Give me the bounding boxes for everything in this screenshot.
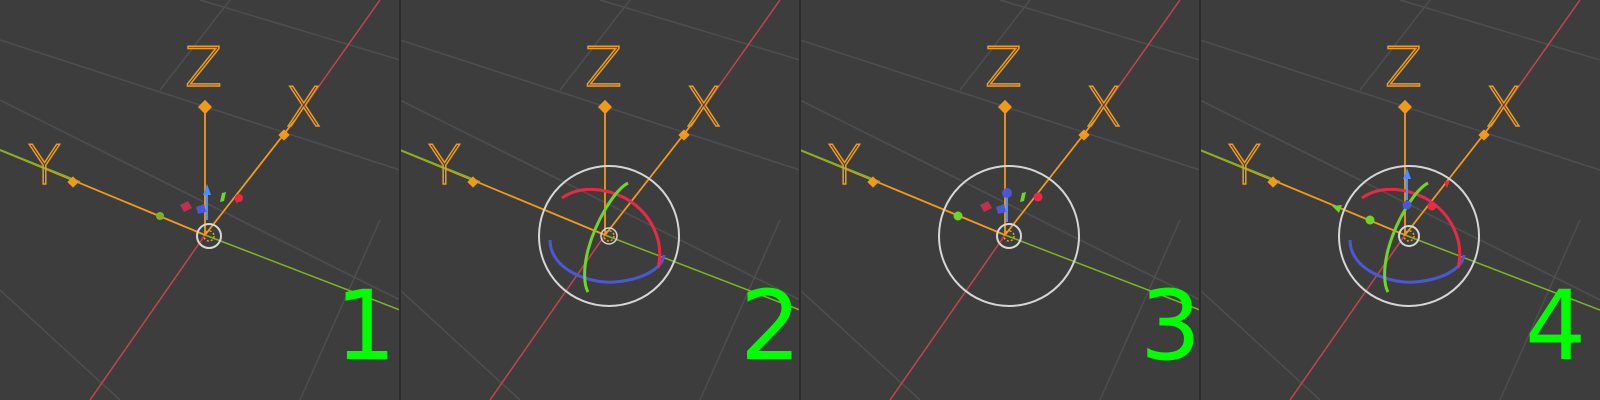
panel-divider xyxy=(399,0,401,400)
y-axis-highlight-green xyxy=(1200,149,1281,183)
axis-label-y: Y xyxy=(428,134,461,197)
axis-label-y: Y xyxy=(28,134,61,197)
translate-gizmo[interactable] xyxy=(156,184,243,249)
x-axis-highlight xyxy=(604,119,696,236)
panel-number-1: 1 xyxy=(335,270,397,382)
scale-z-handle[interactable] xyxy=(1002,188,1012,198)
combined-view-ring[interactable] xyxy=(1338,165,1480,307)
axis-label-z: Z xyxy=(985,36,1022,99)
x-axis-line-far xyxy=(1094,0,1181,121)
x-axis-line xyxy=(889,234,1006,400)
viewport-panel-2[interactable]: Z X Y 2 xyxy=(400,0,800,400)
y-axis-line xyxy=(604,234,800,311)
x-axis-line xyxy=(89,234,206,400)
rotate-z-arc[interactable] xyxy=(548,239,666,284)
translate-z-arrow-head[interactable] xyxy=(1403,168,1411,179)
x-axis-line-far xyxy=(294,0,381,121)
translate-y-dot[interactable] xyxy=(156,212,164,220)
x-axis-handle[interactable] xyxy=(678,129,690,141)
gizmo-center-ring[interactable] xyxy=(1398,225,1420,247)
rotate-gizmo[interactable] xyxy=(538,165,680,307)
x-axis-line xyxy=(1289,234,1406,400)
panel-number-2: 2 xyxy=(740,270,800,382)
viewport-panel-4[interactable]: Z X Y 4 xyxy=(1200,0,1600,400)
scale-x-handle[interactable] xyxy=(1033,192,1043,202)
rotate-x-arc[interactable] xyxy=(561,187,662,269)
y-axis-line xyxy=(1004,234,1200,311)
scale-yz-plane-handle[interactable] xyxy=(996,204,1006,214)
panel-divider xyxy=(799,0,801,400)
x-axis-highlight xyxy=(1404,119,1496,236)
x-axis-line-far xyxy=(694,0,781,121)
rotate-x-arc[interactable] xyxy=(1361,187,1462,269)
rotate-y-arc[interactable] xyxy=(583,181,629,293)
scale-xz-plane-handle[interactable] xyxy=(1020,192,1026,202)
translate-y-arrow-head[interactable] xyxy=(1332,205,1342,213)
gizmo-center-dot xyxy=(1003,230,1015,242)
viewport-1-scene: Z X Y xyxy=(0,0,400,400)
translate-yz-plane-handle[interactable] xyxy=(196,204,206,214)
gizmo-center-ring[interactable] xyxy=(996,223,1022,249)
axis-label-x: X xyxy=(1485,76,1522,139)
translate-xz-plane-handle[interactable] xyxy=(220,192,226,202)
z-axis-handle[interactable] xyxy=(1397,99,1413,115)
scale-x-handle[interactable] xyxy=(1427,201,1437,211)
panel-number-3: 3 xyxy=(1140,270,1200,382)
x-axis-line xyxy=(489,234,606,400)
axis-label-x: X xyxy=(285,76,322,139)
y-axis-highlight-green xyxy=(800,149,881,183)
y-axis-handle[interactable] xyxy=(1267,176,1279,188)
gizmo-center-dot xyxy=(203,230,215,242)
gizmo-center-ring[interactable] xyxy=(196,223,222,249)
x-axis-line-far xyxy=(1494,0,1581,121)
x-axis-handle[interactable] xyxy=(1478,129,1490,141)
viewport-3-scene: Z X Y xyxy=(800,0,1200,400)
gizmo-center-ring[interactable] xyxy=(600,227,618,245)
scale-y-handle[interactable] xyxy=(953,211,963,221)
panel-number-4: 4 xyxy=(1525,270,1587,382)
axis-label-x: X xyxy=(685,76,722,139)
scale-xy-plane-handle[interactable] xyxy=(980,201,992,212)
translate-xy-plane-handle[interactable] xyxy=(180,201,192,212)
viewport-2-scene: Z X Y xyxy=(400,0,800,400)
gizmo-center-dot xyxy=(1403,230,1415,242)
translate-x-arrow-head[interactable] xyxy=(1444,180,1450,188)
y-axis-line xyxy=(204,234,400,311)
scale-uniform-ring[interactable] xyxy=(938,165,1080,307)
x-axis-handle[interactable] xyxy=(278,129,290,141)
y-axis-highlight-green xyxy=(0,149,81,183)
scale-z-handle[interactable] xyxy=(1402,200,1412,210)
y-axis-line xyxy=(1404,234,1600,311)
z-axis-handle[interactable] xyxy=(197,99,213,115)
x-axis-highlight xyxy=(204,119,296,236)
axis-label-x: X xyxy=(1085,76,1122,139)
gizmo-center-dot xyxy=(603,230,615,242)
viewport-4-scene: Z X Y xyxy=(1200,0,1600,400)
panel-divider xyxy=(1199,0,1201,400)
z-axis-handle[interactable] xyxy=(597,99,613,115)
viewport-panel-3[interactable]: Z X Y 3 xyxy=(800,0,1200,400)
x-axis-highlight xyxy=(1004,119,1096,236)
translate-x-dot[interactable] xyxy=(235,194,243,202)
scale-gizmo[interactable] xyxy=(938,165,1080,307)
rotate-view-ring[interactable] xyxy=(538,165,680,307)
axis-label-y: Y xyxy=(828,134,861,197)
z-axis-handle[interactable] xyxy=(997,99,1013,115)
axis-label-z: Z xyxy=(185,36,222,99)
scale-y-handle[interactable] xyxy=(1365,215,1375,225)
x-axis-handle[interactable] xyxy=(1078,129,1090,141)
axis-label-y: Y xyxy=(1228,134,1261,197)
combined-gizmo[interactable] xyxy=(1332,165,1480,307)
rotate-y-arc[interactable] xyxy=(1383,181,1429,293)
axis-label-z: Z xyxy=(585,36,622,99)
translate-z-arrow-head[interactable] xyxy=(203,184,211,195)
axis-label-z: Z xyxy=(1385,36,1422,99)
y-axis-highlight-green xyxy=(400,149,481,183)
viewport-panel-1[interactable]: Z X Y 1 xyxy=(0,0,400,400)
